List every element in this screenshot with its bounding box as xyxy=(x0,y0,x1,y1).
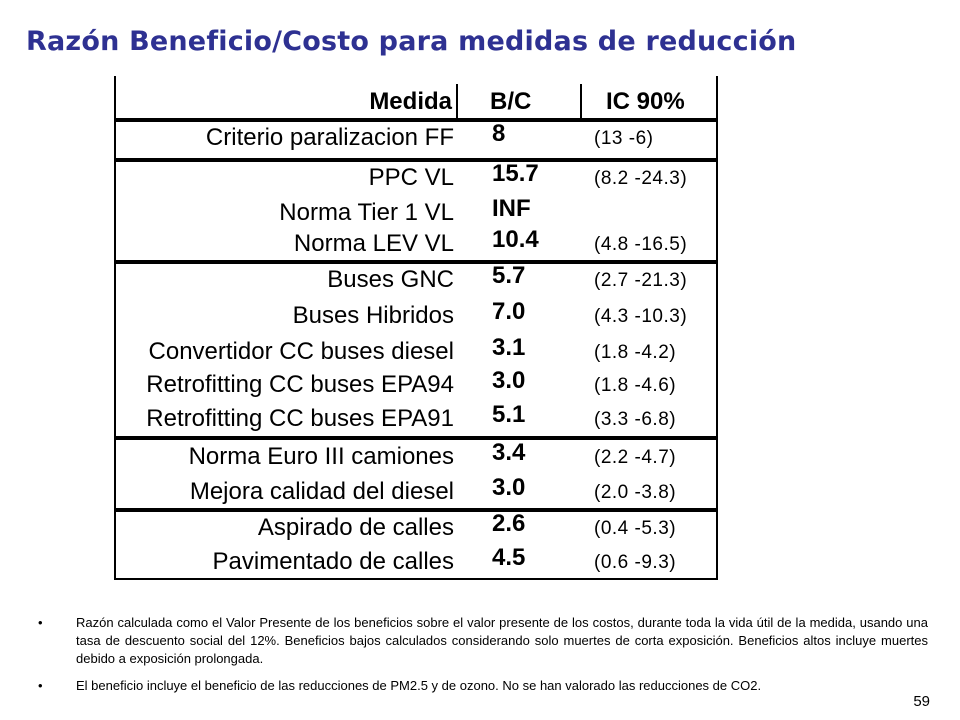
cell-ic: (0.4 -5.3) xyxy=(594,518,677,539)
footnote-text: El beneficio incluye el beneficio de las… xyxy=(76,678,762,693)
cell-ic: (1.8 -4.6) xyxy=(594,375,677,396)
cell-bc: 3.0 xyxy=(492,367,526,394)
cell-medida: Retrofitting CC buses EPA94 xyxy=(146,371,454,398)
header-divider-1 xyxy=(456,84,458,118)
cell-bc: 3.1 xyxy=(492,334,526,361)
cell-medida: Norma LEV VL xyxy=(293,230,454,257)
cell-bc: 5.7 xyxy=(492,262,526,289)
table-row: Norma LEV VL 10.4 (4.8 -16.5) xyxy=(0,226,960,260)
cell-bc: 15.7 xyxy=(492,160,539,187)
separator-group-3 xyxy=(114,436,718,440)
table-row: Criterio paralizacion FF 8 (13 -6) xyxy=(0,120,960,154)
cell-ic: (0.6 -9.3) xyxy=(594,552,677,573)
cell-ic: (13 -6) xyxy=(594,128,654,149)
bullet-icon: • xyxy=(38,678,43,693)
cell-medida: Norma Euro III camiones xyxy=(188,443,454,470)
table-row: Buses Hibridos 7.0 (4.3 -10.3) xyxy=(0,298,960,332)
table-row: Norma Tier 1 VL INF xyxy=(0,195,960,229)
cell-medida: Norma Tier 1 VL xyxy=(279,199,454,226)
cell-bc: 8 xyxy=(492,120,506,147)
cell-bc: 3.4 xyxy=(492,439,526,466)
header-divider-2 xyxy=(580,84,582,118)
cell-medida: Convertidor CC buses diesel xyxy=(148,338,454,365)
cell-bc: INF xyxy=(492,195,531,222)
cell-ic: (3.3 -6.8) xyxy=(594,409,677,430)
page-title: Razón Beneficio/Costo para medidas de re… xyxy=(26,26,797,57)
table-row: Buses GNC 5.7 (2.7 -21.3) xyxy=(0,262,960,296)
cell-bc: 4.5 xyxy=(492,544,526,571)
cell-ic: (2.0 -3.8) xyxy=(594,482,677,503)
page-number: 59 xyxy=(913,693,930,710)
cell-ic: (4.8 -16.5) xyxy=(594,234,688,255)
cell-medida: Buses GNC xyxy=(327,266,454,293)
table-right-border xyxy=(716,76,718,580)
cell-medida: Buses Hibridos xyxy=(292,302,454,329)
cell-medida: Pavimentado de calles xyxy=(212,548,454,575)
cell-medida: Retrofitting CC buses EPA91 xyxy=(146,405,454,432)
table-bottom-border xyxy=(114,578,718,580)
cell-medida: PPC VL xyxy=(368,164,454,191)
table-row: PPC VL 15.7 (8.2 -24.3) xyxy=(0,160,960,194)
cell-ic: (2.2 -4.7) xyxy=(594,447,677,468)
cell-ic: (2.7 -21.3) xyxy=(594,270,688,291)
footnotes: • Razón calculada como el Valor Presente… xyxy=(38,614,928,704)
bullet-icon: • xyxy=(38,615,43,630)
cell-bc: 2.6 xyxy=(492,510,526,537)
table-left-border xyxy=(114,76,116,580)
table-row: Convertidor CC buses diesel 3.1 (1.8 -4.… xyxy=(0,334,960,368)
table-row: Aspirado de calles 2.6 (0.4 -5.3) xyxy=(0,510,960,544)
cell-medida: Mejora calidad del diesel xyxy=(189,478,454,505)
cell-bc: 3.0 xyxy=(492,474,526,501)
cell-medida: Criterio paralizacion FF xyxy=(205,124,454,151)
table-row: Pavimentado de calles 4.5 (0.6 -9.3) xyxy=(0,544,960,578)
table-row: Mejora calidad del diesel 3.0 (2.0 -3.8) xyxy=(0,474,960,508)
table-row: Retrofitting CC buses EPA91 5.1 (3.3 -6.… xyxy=(0,401,960,435)
separator-group-1 xyxy=(114,158,718,162)
header-bc: B/C xyxy=(490,88,532,115)
cell-ic: (1.8 -4.2) xyxy=(594,342,677,363)
footnote-item: • El beneficio incluye el beneficio de l… xyxy=(38,677,928,695)
header-ic: IC 90% xyxy=(606,88,685,115)
cell-ic: (8.2 -24.3) xyxy=(594,168,688,189)
cell-bc: 10.4 xyxy=(492,226,539,253)
cell-medida: Aspirado de calles xyxy=(257,514,454,541)
cell-bc: 7.0 xyxy=(492,298,526,325)
table-row: Norma Euro III camiones 3.4 (2.2 -4.7) xyxy=(0,439,960,473)
footnote-text: Razón calculada como el Valor Presente d… xyxy=(76,615,928,666)
footnote-item: • Razón calculada como el Valor Presente… xyxy=(38,614,928,668)
cell-bc: 5.1 xyxy=(492,401,526,428)
separator-header xyxy=(114,118,718,122)
cell-ic: (4.3 -10.3) xyxy=(594,306,688,327)
separator-group-2 xyxy=(114,260,718,264)
header-medida: Medida xyxy=(369,88,452,115)
separator-group-4 xyxy=(114,508,718,512)
table-row: Retrofitting CC buses EPA94 3.0 (1.8 -4.… xyxy=(0,367,960,401)
